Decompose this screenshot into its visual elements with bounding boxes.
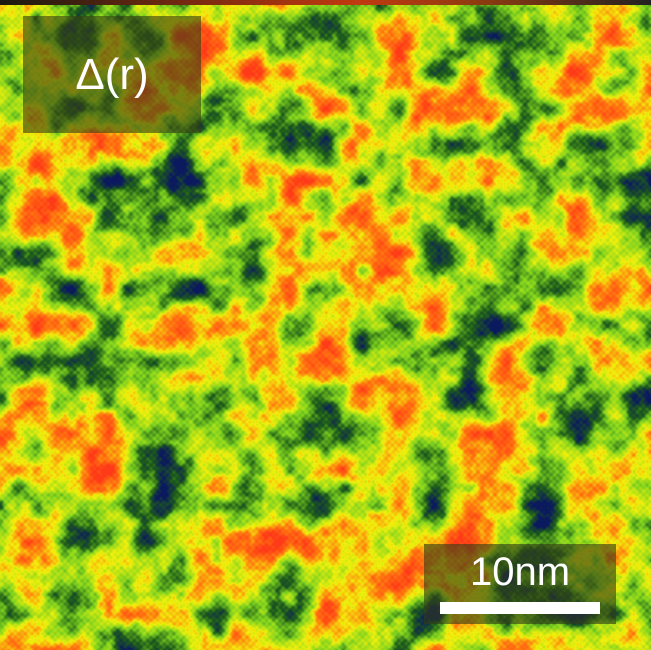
panel-label: Δ(r) — [75, 49, 149, 99]
scale-bar-label: 10nm — [469, 550, 571, 594]
scale-bar — [440, 602, 600, 614]
top-edge-strip — [0, 0, 651, 5]
scale-bar-box: 10nm — [424, 544, 616, 624]
panel-label-box: Δ(r) — [23, 16, 201, 133]
